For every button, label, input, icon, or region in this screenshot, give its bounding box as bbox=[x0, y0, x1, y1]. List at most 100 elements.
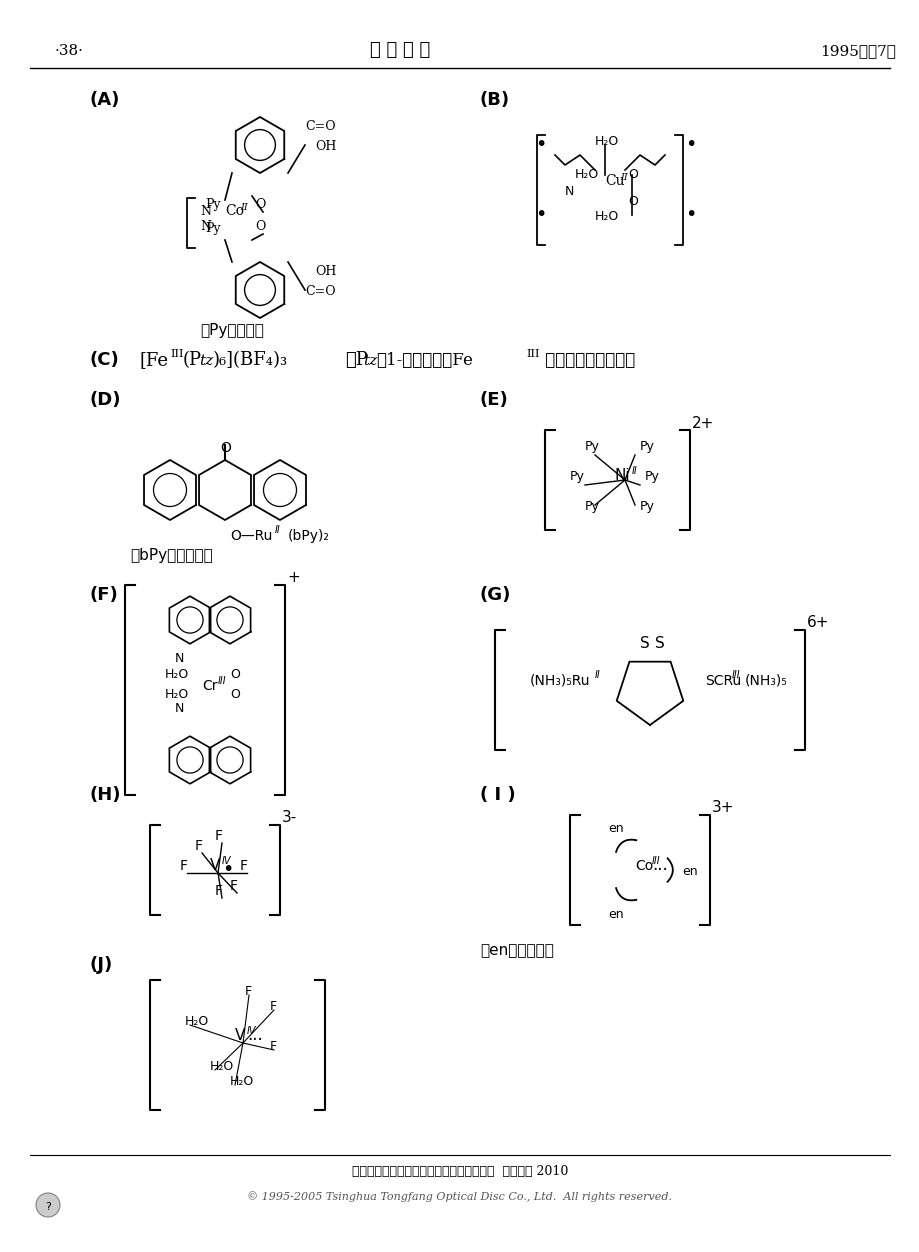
Text: F: F bbox=[269, 1040, 277, 1053]
Text: （bPy：联吡啶）: （bPy：联吡啶） bbox=[130, 548, 212, 563]
Text: en: en bbox=[607, 908, 623, 920]
Text: IV: IV bbox=[221, 856, 232, 866]
Text: [Fe: [Fe bbox=[140, 351, 169, 369]
Text: II: II bbox=[240, 203, 247, 212]
Text: 化 学 教 育: 化 学 教 育 bbox=[369, 41, 430, 59]
Text: Py: Py bbox=[205, 222, 221, 235]
Text: N: N bbox=[199, 205, 210, 218]
Text: Co: Co bbox=[225, 204, 244, 218]
Text: (H): (H) bbox=[90, 786, 121, 804]
Text: F: F bbox=[230, 879, 238, 893]
Text: © 1995-2005 Tsinghua Tongfang Optical Disc Co., Ltd.  All rights reserved.: © 1995-2005 Tsinghua Tongfang Optical Di… bbox=[247, 1191, 672, 1202]
Text: III: III bbox=[170, 349, 183, 359]
Text: Py: Py bbox=[584, 439, 599, 453]
Text: S: S bbox=[654, 636, 664, 651]
Text: (P: (P bbox=[183, 351, 202, 369]
Text: 6+: 6+ bbox=[806, 615, 829, 630]
Text: （en：乙二胺）: （en：乙二胺） bbox=[480, 943, 553, 958]
Text: ·38·: ·38· bbox=[55, 44, 84, 58]
Text: Py: Py bbox=[584, 500, 599, 513]
Text: (NH₃)₅Ru: (NH₃)₅Ru bbox=[529, 674, 590, 689]
Text: II: II bbox=[619, 173, 627, 182]
Text: N: N bbox=[175, 702, 184, 715]
Text: 3+: 3+ bbox=[711, 800, 733, 815]
Text: 2+: 2+ bbox=[691, 416, 713, 431]
Text: SCRu: SCRu bbox=[704, 674, 741, 689]
Text: en: en bbox=[682, 865, 698, 878]
Text: （P: （P bbox=[345, 351, 368, 369]
Text: ：1-丙基四唑，Fe: ：1-丙基四唑，Fe bbox=[376, 352, 472, 369]
Text: ···: ··· bbox=[652, 861, 667, 879]
Text: F: F bbox=[240, 859, 248, 873]
Text: Cu: Cu bbox=[605, 174, 624, 188]
Text: tz: tz bbox=[199, 354, 213, 368]
Text: 本文来自网络，请不要使用盗版，谢谢阅读  版权所有 2010: 本文来自网络，请不要使用盗版，谢谢阅读 版权所有 2010 bbox=[351, 1166, 568, 1178]
Text: Py: Py bbox=[644, 470, 659, 483]
Text: H₂O: H₂O bbox=[185, 1015, 209, 1028]
Text: F: F bbox=[244, 985, 252, 998]
Text: H₂O: H₂O bbox=[230, 1075, 254, 1088]
Text: V: V bbox=[234, 1028, 245, 1043]
Text: (C): (C) bbox=[90, 351, 119, 369]
Text: ( I ): ( I ) bbox=[480, 786, 515, 804]
Text: O: O bbox=[255, 198, 265, 212]
Text: N: N bbox=[564, 185, 573, 198]
Text: O: O bbox=[220, 441, 231, 454]
Text: (bPy)₂: (bPy)₂ bbox=[288, 530, 330, 543]
Text: C=O: C=O bbox=[305, 285, 335, 298]
Text: IV: IV bbox=[246, 1025, 256, 1035]
Text: H₂O: H₂O bbox=[595, 210, 618, 223]
Text: III: III bbox=[218, 676, 226, 686]
Text: •: • bbox=[535, 205, 546, 224]
Text: III: III bbox=[526, 349, 539, 359]
Text: (G): (G) bbox=[480, 586, 511, 603]
Text: tz: tz bbox=[363, 354, 377, 368]
Text: O: O bbox=[628, 168, 637, 182]
Text: O—Ru: O—Ru bbox=[230, 530, 272, 543]
Text: H₂O: H₂O bbox=[165, 669, 189, 681]
Text: O: O bbox=[628, 195, 637, 208]
Text: II: II bbox=[275, 525, 280, 535]
Text: (NH₃)₅: (NH₃)₅ bbox=[744, 674, 787, 689]
Text: Cr: Cr bbox=[202, 679, 217, 694]
Text: (F): (F) bbox=[90, 586, 119, 603]
Text: +: + bbox=[287, 570, 300, 585]
Text: •: • bbox=[535, 135, 546, 154]
Text: )₆](BF₄)₃: )₆](BF₄)₃ bbox=[213, 351, 288, 369]
Text: •: • bbox=[685, 135, 696, 154]
Text: Py: Py bbox=[640, 500, 654, 513]
Text: H₂O: H₂O bbox=[165, 689, 189, 701]
Text: F: F bbox=[195, 839, 203, 853]
Text: 1995年第7期: 1995年第7期 bbox=[819, 44, 895, 58]
Circle shape bbox=[36, 1193, 60, 1217]
Text: V: V bbox=[210, 858, 221, 873]
Text: H₂O: H₂O bbox=[574, 168, 598, 182]
Text: Py: Py bbox=[205, 198, 221, 212]
Text: ?: ? bbox=[45, 1202, 51, 1212]
Text: (E): (E) bbox=[480, 391, 508, 409]
Text: 处在八面体环境中）: 处在八面体环境中） bbox=[539, 352, 634, 369]
Text: F: F bbox=[215, 884, 222, 898]
Text: III: III bbox=[732, 670, 740, 680]
Text: H₂O: H₂O bbox=[210, 1060, 234, 1073]
Text: H₂O: H₂O bbox=[595, 135, 618, 148]
Text: Ni: Ni bbox=[614, 468, 630, 483]
Text: S: S bbox=[640, 636, 649, 651]
Text: O: O bbox=[255, 220, 265, 233]
Text: Py: Py bbox=[640, 439, 654, 453]
Text: II: II bbox=[595, 670, 600, 680]
Text: （Py：吡啶）: （Py：吡啶） bbox=[199, 323, 264, 338]
Text: II: II bbox=[631, 466, 637, 476]
Text: N: N bbox=[199, 220, 210, 233]
Text: Py: Py bbox=[570, 470, 584, 483]
Text: O: O bbox=[230, 689, 240, 701]
Text: F: F bbox=[215, 829, 222, 843]
Text: Co: Co bbox=[634, 859, 652, 873]
Text: F: F bbox=[180, 859, 187, 873]
Text: F: F bbox=[269, 1000, 277, 1013]
Text: •: • bbox=[221, 860, 233, 879]
Text: (A): (A) bbox=[90, 91, 120, 109]
Text: O: O bbox=[230, 669, 240, 681]
Text: C=O: C=O bbox=[305, 120, 335, 133]
Text: (B): (B) bbox=[480, 91, 509, 109]
